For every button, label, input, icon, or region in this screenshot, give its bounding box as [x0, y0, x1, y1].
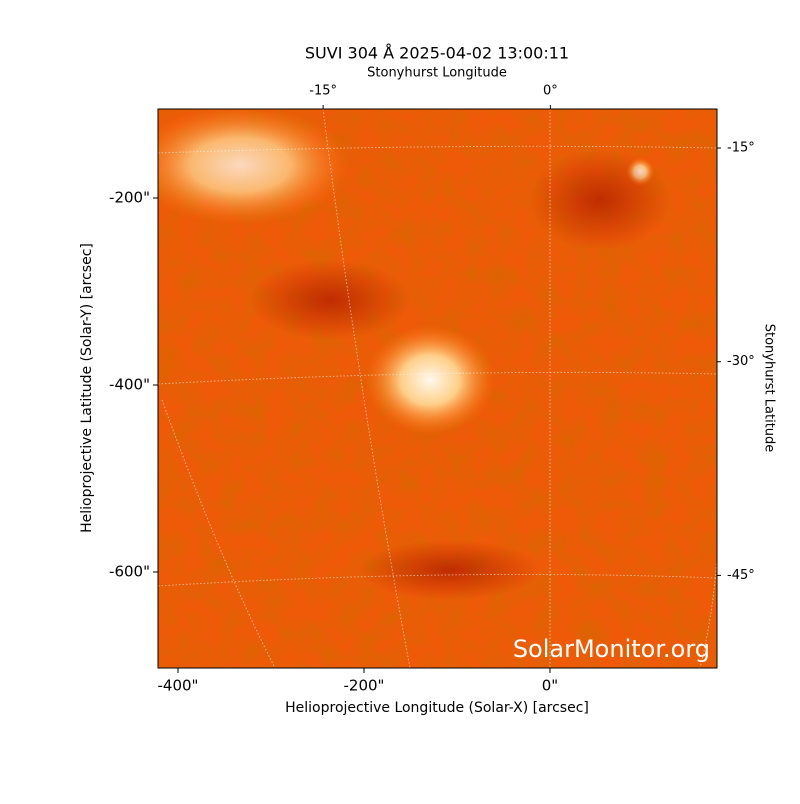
watermark: SolarMonitor.org [513, 635, 710, 663]
top-tick-label: 0° [543, 84, 558, 99]
x-tick-label: 0" [542, 677, 558, 695]
right-tick-label: -15° [727, 141, 755, 156]
y-axis-label: Helioprojective Latitude (Solar-Y) [arcs… [79, 243, 95, 533]
right-tick-label: -30° [727, 354, 755, 369]
plot-frame [157, 108, 718, 669]
x-tick-label: -400" [158, 677, 199, 695]
right-tick-label: -45° [727, 568, 755, 583]
y-tick-label: -400" [109, 375, 150, 393]
chart-title: SUVI 304 Å 2025-04-02 13:00:11 [305, 44, 569, 63]
x-tick-label: -200" [344, 677, 385, 695]
y-tick-label: -600" [109, 562, 150, 580]
x-axis-label: Helioprojective Longitude (Solar-X) [arc… [285, 700, 589, 716]
top-axis-label: Stonyhurst Longitude [367, 66, 507, 81]
stonyhurst-grid [158, 109, 717, 668]
solar-image [158, 109, 717, 668]
y-tick-label: -200" [109, 189, 150, 207]
top-tick-label: -15° [309, 84, 337, 99]
right-axis-label: Stonyhurst Latitude [762, 324, 777, 453]
